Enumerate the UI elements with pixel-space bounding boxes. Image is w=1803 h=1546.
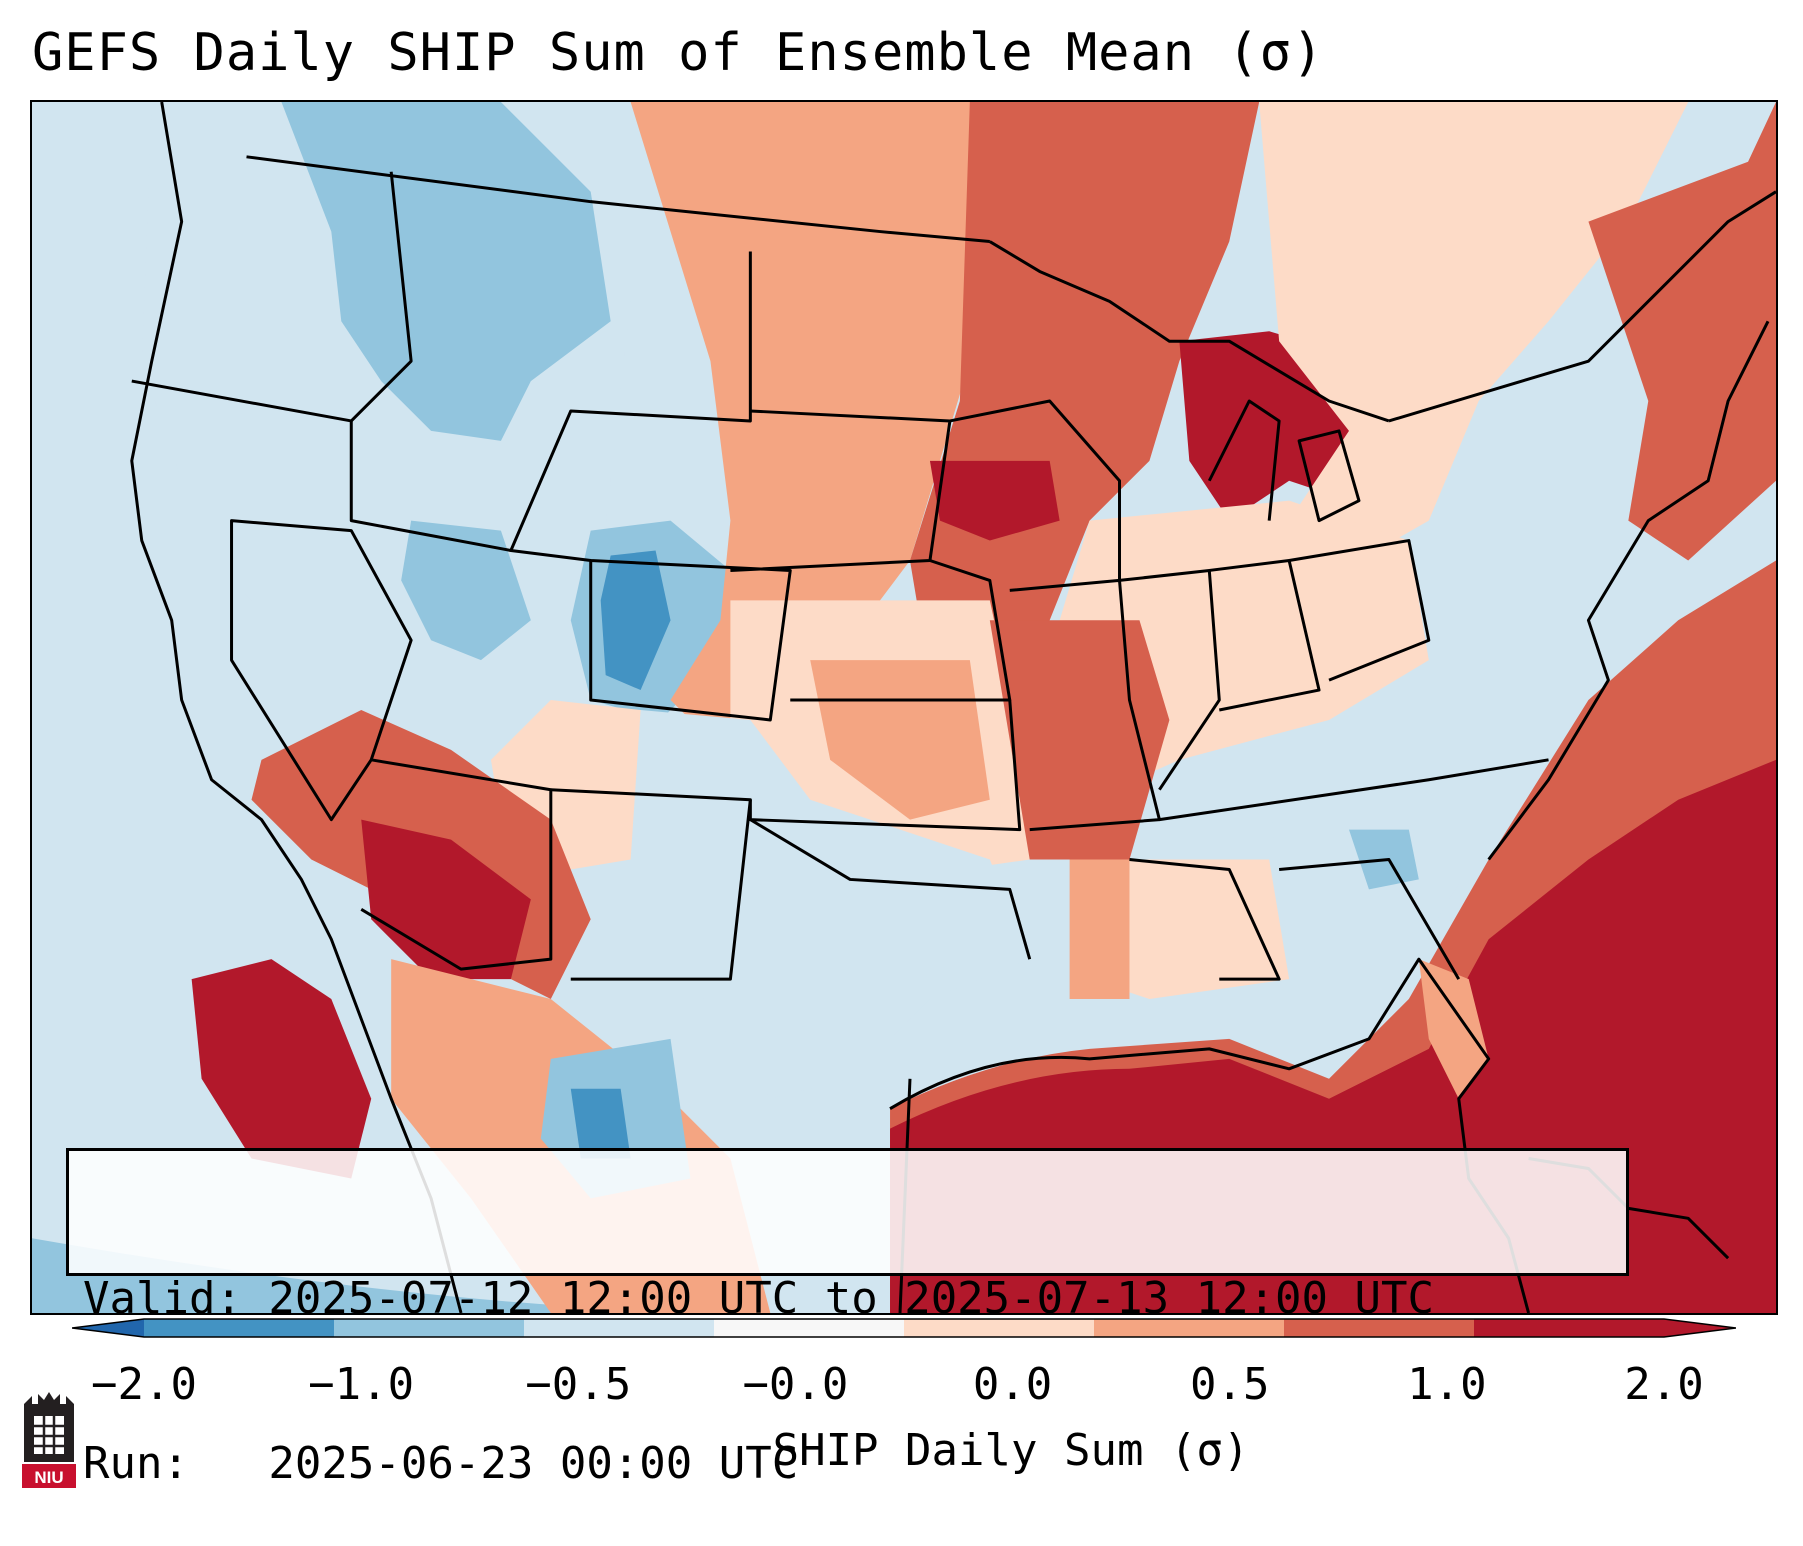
colorbar-tick-label: −0.5 bbox=[525, 1359, 632, 1410]
colorbar-segment bbox=[524, 1319, 715, 1337]
validity-info-box: Valid: 2025-07-12 12:00 UTC to 2025-07-1… bbox=[66, 1148, 1629, 1489]
atlantic-coastline bbox=[1487, 320, 1770, 861]
baja-dark-red bbox=[191, 959, 372, 1179]
colorbar-tick-label: −1.0 bbox=[308, 1359, 415, 1410]
run-time-text: Run: 2025-06-23 00:00 UTC bbox=[83, 1438, 799, 1489]
colorbar-segment bbox=[904, 1319, 1095, 1337]
gulf-coastline bbox=[889, 957, 1531, 1313]
colorbar-tick-label: 2.0 bbox=[1624, 1359, 1704, 1410]
colorbar bbox=[72, 1318, 1736, 1338]
colorbar-tick-label: −0.0 bbox=[742, 1359, 849, 1410]
upper-midwest-red bbox=[909, 102, 1260, 720]
logo-window-grid bbox=[34, 1416, 64, 1454]
colorbar-tick-label: −2.0 bbox=[91, 1359, 197, 1410]
colorbar-segment bbox=[714, 1319, 905, 1337]
canada-border-lakes bbox=[989, 240, 1390, 423]
new-england-red bbox=[1588, 102, 1776, 561]
mississippi-orange bbox=[1069, 859, 1130, 1000]
missouri-red bbox=[989, 620, 1170, 860]
florida-orange bbox=[1418, 959, 1489, 1099]
colorbar-segments bbox=[144, 1319, 1665, 1337]
map-title: GEFS Daily SHIP Sum of Ensemble Mean (σ) bbox=[32, 23, 1325, 83]
utah-blue bbox=[401, 520, 531, 661]
valid-time-text: Valid: 2025-07-12 12:00 UTC to 2025-07-1… bbox=[83, 1273, 1435, 1324]
sonora-dark-red bbox=[361, 819, 531, 980]
colorbar-segment bbox=[1284, 1319, 1475, 1337]
northeast-light-pink bbox=[1259, 102, 1689, 561]
idaho-montana-blue bbox=[281, 102, 611, 441]
colorbar-segment bbox=[1094, 1319, 1285, 1337]
canada-border-west bbox=[246, 155, 990, 244]
colorbar-extend-low bbox=[72, 1319, 144, 1337]
colorbar-extend-high bbox=[1664, 1319, 1736, 1337]
logo-red-band bbox=[22, 1464, 76, 1488]
state-boundaries bbox=[130, 102, 1776, 1313]
iowa-dark-red bbox=[929, 460, 1060, 541]
colorado-dark-blue bbox=[600, 550, 671, 691]
colorbar-segment bbox=[144, 1319, 335, 1337]
michigan-outline bbox=[1207, 399, 1281, 521]
colorbar-outline bbox=[72, 1318, 1736, 1338]
colorbar-tick-label: 0.5 bbox=[1189, 1359, 1270, 1410]
domain-edge-region bbox=[32, 1238, 731, 1313]
colorbar-tick-label: 1.0 bbox=[1407, 1359, 1487, 1410]
colorbar-segment bbox=[334, 1319, 525, 1337]
niu-logo: NIU bbox=[22, 1392, 76, 1488]
map-panel bbox=[30, 100, 1778, 1315]
colorbar-tick-label: 0.0 bbox=[972, 1359, 1053, 1410]
pacific-coastline bbox=[130, 102, 463, 1313]
northern-plains-orange bbox=[630, 102, 990, 760]
colorbar-segment bbox=[1474, 1319, 1665, 1337]
texas-light-blue bbox=[530, 709, 1030, 1099]
map-canvas bbox=[32, 102, 1776, 1313]
mexico-dark-blue bbox=[570, 1088, 631, 1159]
logo-text: NIU bbox=[34, 1468, 63, 1487]
colorbar-label: SHIP Daily Sum (σ) bbox=[772, 1425, 1250, 1476]
